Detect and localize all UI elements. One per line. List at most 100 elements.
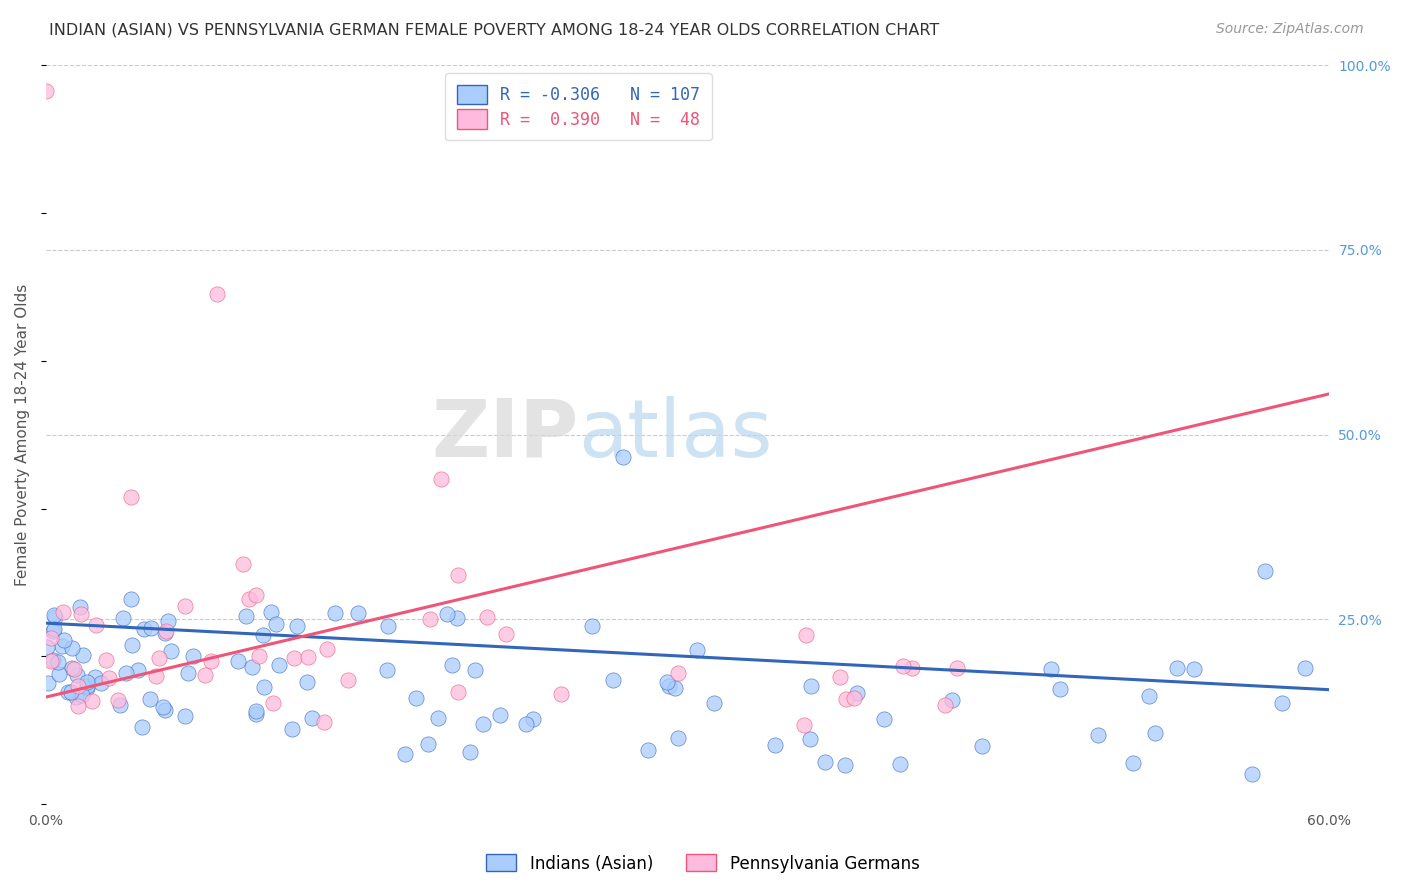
Point — [262, 696, 284, 710]
Point — [658, 679, 681, 693]
Point — [235, 609, 257, 624]
Point — [394, 747, 416, 762]
Point — [173, 709, 195, 723]
Point — [131, 720, 153, 734]
Point — [475, 610, 498, 624]
Point — [316, 642, 339, 657]
Point — [252, 628, 274, 642]
Point — [1253, 565, 1275, 579]
Point — [60, 641, 83, 656]
Point — [42, 608, 65, 623]
Point — [69, 599, 91, 614]
Point — [205, 287, 228, 301]
Point — [703, 696, 725, 710]
Point — [941, 693, 963, 707]
Point — [405, 691, 427, 706]
Point — [440, 658, 463, 673]
Point — [114, 666, 136, 681]
Point — [581, 618, 603, 632]
Point — [121, 639, 143, 653]
Point — [53, 633, 76, 648]
Point — [1087, 727, 1109, 741]
Point — [97, 671, 120, 685]
Point — [436, 607, 458, 622]
Point — [283, 651, 305, 665]
Point — [232, 557, 254, 571]
Point — [835, 692, 858, 706]
Point — [155, 626, 177, 640]
Point — [637, 743, 659, 757]
Point — [247, 648, 270, 663]
Point — [52, 605, 75, 619]
Point — [901, 661, 924, 675]
Point — [266, 617, 288, 632]
Point — [301, 710, 323, 724]
Point — [522, 712, 544, 726]
Point — [1144, 726, 1167, 740]
Point — [155, 624, 177, 639]
Point — [181, 648, 204, 663]
Legend: Indians (Asian), Pennsylvania Germans: Indians (Asian), Pennsylvania Germans — [479, 847, 927, 880]
Point — [72, 648, 94, 662]
Point — [41, 624, 63, 639]
Point — [1182, 661, 1205, 675]
Point — [41, 653, 63, 667]
Point — [39, 631, 62, 645]
Point — [37, 676, 59, 690]
Point — [686, 642, 709, 657]
Point — [834, 758, 856, 772]
Point — [121, 491, 143, 505]
Point — [763, 739, 786, 753]
Point — [240, 660, 263, 674]
Point — [314, 714, 336, 729]
Point — [336, 673, 359, 687]
Point — [295, 675, 318, 690]
Point — [430, 472, 453, 486]
Point — [35, 84, 58, 98]
Point — [666, 666, 689, 681]
Point — [446, 611, 468, 625]
Point — [889, 756, 911, 771]
Point — [347, 606, 370, 620]
Point — [550, 687, 572, 701]
Point — [419, 612, 441, 626]
Point — [39, 654, 62, 668]
Point — [458, 745, 481, 759]
Point — [48, 655, 70, 669]
Point — [418, 737, 440, 751]
Point — [934, 698, 956, 713]
Point — [1294, 661, 1316, 675]
Point — [58, 685, 80, 699]
Point — [846, 686, 869, 700]
Point — [972, 739, 994, 753]
Point — [145, 669, 167, 683]
Point — [297, 649, 319, 664]
Point — [472, 717, 495, 731]
Point — [174, 599, 197, 614]
Point — [48, 666, 70, 681]
Point — [152, 699, 174, 714]
Point — [60, 685, 83, 699]
Point — [664, 681, 686, 695]
Point — [110, 698, 132, 712]
Point — [153, 703, 176, 717]
Point — [66, 668, 89, 682]
Text: atlas: atlas — [578, 396, 773, 474]
Point — [612, 450, 634, 464]
Point — [139, 691, 162, 706]
Point — [60, 661, 83, 675]
Point — [194, 668, 217, 682]
Point — [141, 621, 163, 635]
Point — [76, 675, 98, 690]
Point — [44, 609, 66, 624]
Point — [1241, 766, 1264, 780]
Point — [156, 614, 179, 628]
Point — [515, 717, 537, 731]
Point — [285, 618, 308, 632]
Point — [893, 658, 915, 673]
Point — [84, 670, 107, 684]
Point — [66, 698, 89, 713]
Point — [245, 588, 267, 602]
Point — [260, 605, 283, 619]
Point — [426, 711, 449, 725]
